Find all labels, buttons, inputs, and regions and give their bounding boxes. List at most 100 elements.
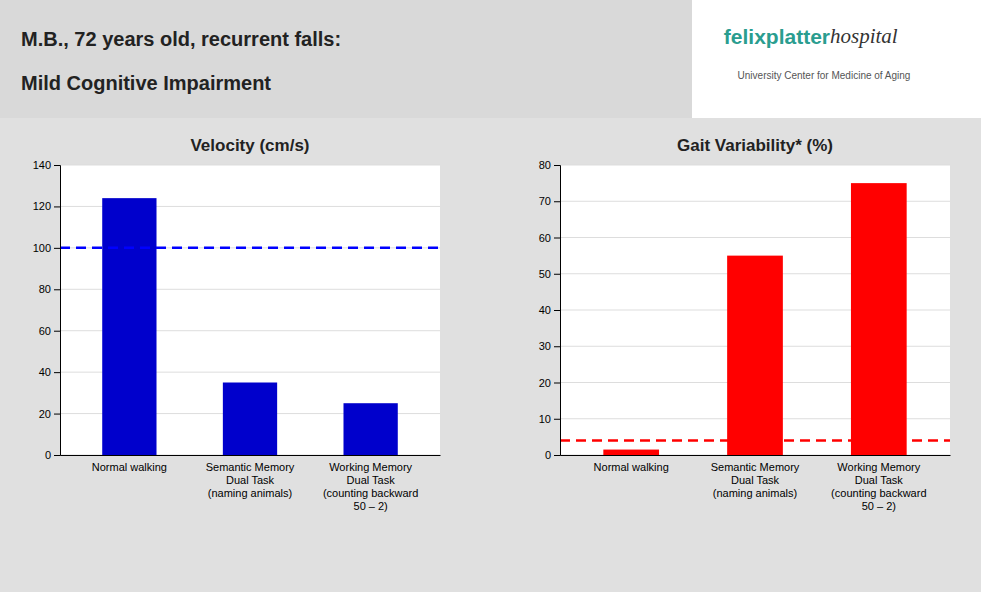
tick: 0 [45, 449, 60, 461]
tick-label: 60 [539, 232, 551, 244]
tick-label: 100 [33, 242, 51, 254]
tick-label: 50 [539, 268, 551, 280]
logo-subtitle: University Center for Medicine of Aging [738, 70, 911, 81]
bar [102, 198, 156, 455]
tick-label: 30 [539, 340, 551, 352]
marks [560, 183, 950, 455]
plot-background [60, 165, 440, 455]
tick-mark [554, 238, 560, 239]
tick: Working MemoryDual Task(counting backwar… [831, 455, 926, 512]
tick: Semantic MemoryDual Task(naming animals) [206, 455, 295, 499]
tick-label: Normal walking [92, 461, 167, 473]
bar [727, 256, 783, 455]
tick-label: 40 [39, 366, 51, 378]
chart: 0 20 40 60 80 100 120 140 Normal walking Semantic… [33, 136, 441, 512]
logo-bold: felixplatter [724, 25, 830, 48]
x-axis: Normal walking Semantic MemoryDual Task(n… [561, 455, 951, 512]
tick-mark [554, 310, 560, 311]
grid-line [60, 247, 440, 248]
grid-line [560, 165, 950, 166]
tick-mark [54, 455, 60, 456]
page-title: M.B., 72 years old, recurrent falls: [21, 28, 341, 50]
tick-label: Working MemoryDual Task(counting backwar… [831, 461, 926, 513]
tick-mark [554, 419, 560, 420]
tick: 60 [39, 325, 60, 337]
tick-mark [54, 289, 60, 290]
tick-label: 10 [539, 413, 551, 425]
tick: 20 [39, 408, 60, 420]
reference-line [60, 247, 440, 250]
tick-mark [554, 455, 560, 456]
chart-title: Velocity (cm/s) [190, 136, 309, 155]
header-background [0, 0, 981, 118]
bar [603, 450, 659, 455]
page-subtitle: Mild Cognitive Impairment [21, 72, 271, 94]
grid [60, 165, 440, 455]
tick: Normal walking [594, 455, 669, 473]
y-axis: 0 10 20 30 40 50 60 70 80 [539, 159, 561, 461]
x-axis: Normal walking Semantic MemoryDual Task(n… [61, 455, 441, 512]
tick: 20 [539, 377, 560, 389]
bar [343, 403, 397, 455]
tick: 80 [39, 283, 60, 295]
tick-label: Semantic MemoryDual Task(naming animals) [206, 461, 295, 499]
tick-mark [54, 372, 60, 373]
tick: 10 [539, 413, 560, 425]
tick-mark [54, 331, 60, 332]
chart-title: Gait Variability* (%) [677, 136, 833, 155]
tick-label: Working MemoryDual Task(counting backwar… [323, 461, 418, 513]
tick: 40 [539, 304, 560, 316]
tick-label: 120 [33, 200, 51, 212]
tick-label: 0 [45, 449, 51, 461]
tick: Working MemoryDual Task(counting backwar… [323, 455, 418, 512]
tick-mark [54, 206, 60, 207]
tick-label: 80 [539, 159, 551, 171]
tick-mark [554, 346, 560, 347]
logo-italic: hospital [830, 24, 898, 48]
tick: 100 [33, 242, 60, 254]
tick-label: Normal walking [594, 461, 669, 473]
tick-label: 60 [39, 325, 51, 337]
tick: 140 [33, 159, 60, 171]
tick-label: Semantic MemoryDual Task(naming animals) [711, 461, 800, 499]
tick-mark [554, 383, 560, 384]
tick: 0 [545, 449, 560, 461]
marks [60, 198, 440, 455]
tick-label: 80 [39, 283, 51, 295]
title-box [0, 0, 692, 118]
bar [851, 183, 907, 455]
chart: 0 10 20 30 40 50 60 70 80 Normal walking Semantic … [539, 136, 951, 512]
tick: Normal walking [92, 455, 167, 473]
tick-mark [54, 414, 60, 415]
tick-label: 20 [539, 377, 551, 389]
tick: 40 [39, 366, 60, 378]
tick: 30 [539, 340, 560, 352]
tick: Semantic MemoryDual Task(naming animals) [711, 455, 800, 499]
axis-domain [54, 166, 61, 456]
tick: 120 [33, 200, 60, 212]
axis-domain [61, 455, 441, 456]
y-axis: 0 20 40 60 80 100 120 140 [33, 159, 61, 461]
bar [223, 383, 277, 456]
tick-mark [54, 165, 60, 166]
grid [560, 165, 950, 455]
tick-mark [554, 274, 560, 275]
plot-background [560, 165, 950, 455]
grid-line [60, 165, 440, 166]
tick-label: 140 [33, 159, 51, 171]
tick: 50 [539, 268, 560, 280]
tick-label: 40 [539, 304, 551, 316]
tick: 60 [539, 232, 560, 244]
tick: 70 [539, 195, 560, 207]
reference-line [560, 439, 950, 442]
tick-label: 20 [39, 408, 51, 420]
page: M.B., 72 years old, recurrent falls: Mild… [0, 0, 981, 592]
tick-label: 0 [545, 449, 551, 461]
axis-domain [554, 166, 561, 456]
tick-mark [54, 248, 60, 249]
axis-domain [561, 455, 951, 456]
tick-mark [554, 201, 560, 202]
tick-mark [554, 165, 560, 166]
tick: 80 [539, 159, 560, 171]
tick-label: 70 [539, 195, 551, 207]
